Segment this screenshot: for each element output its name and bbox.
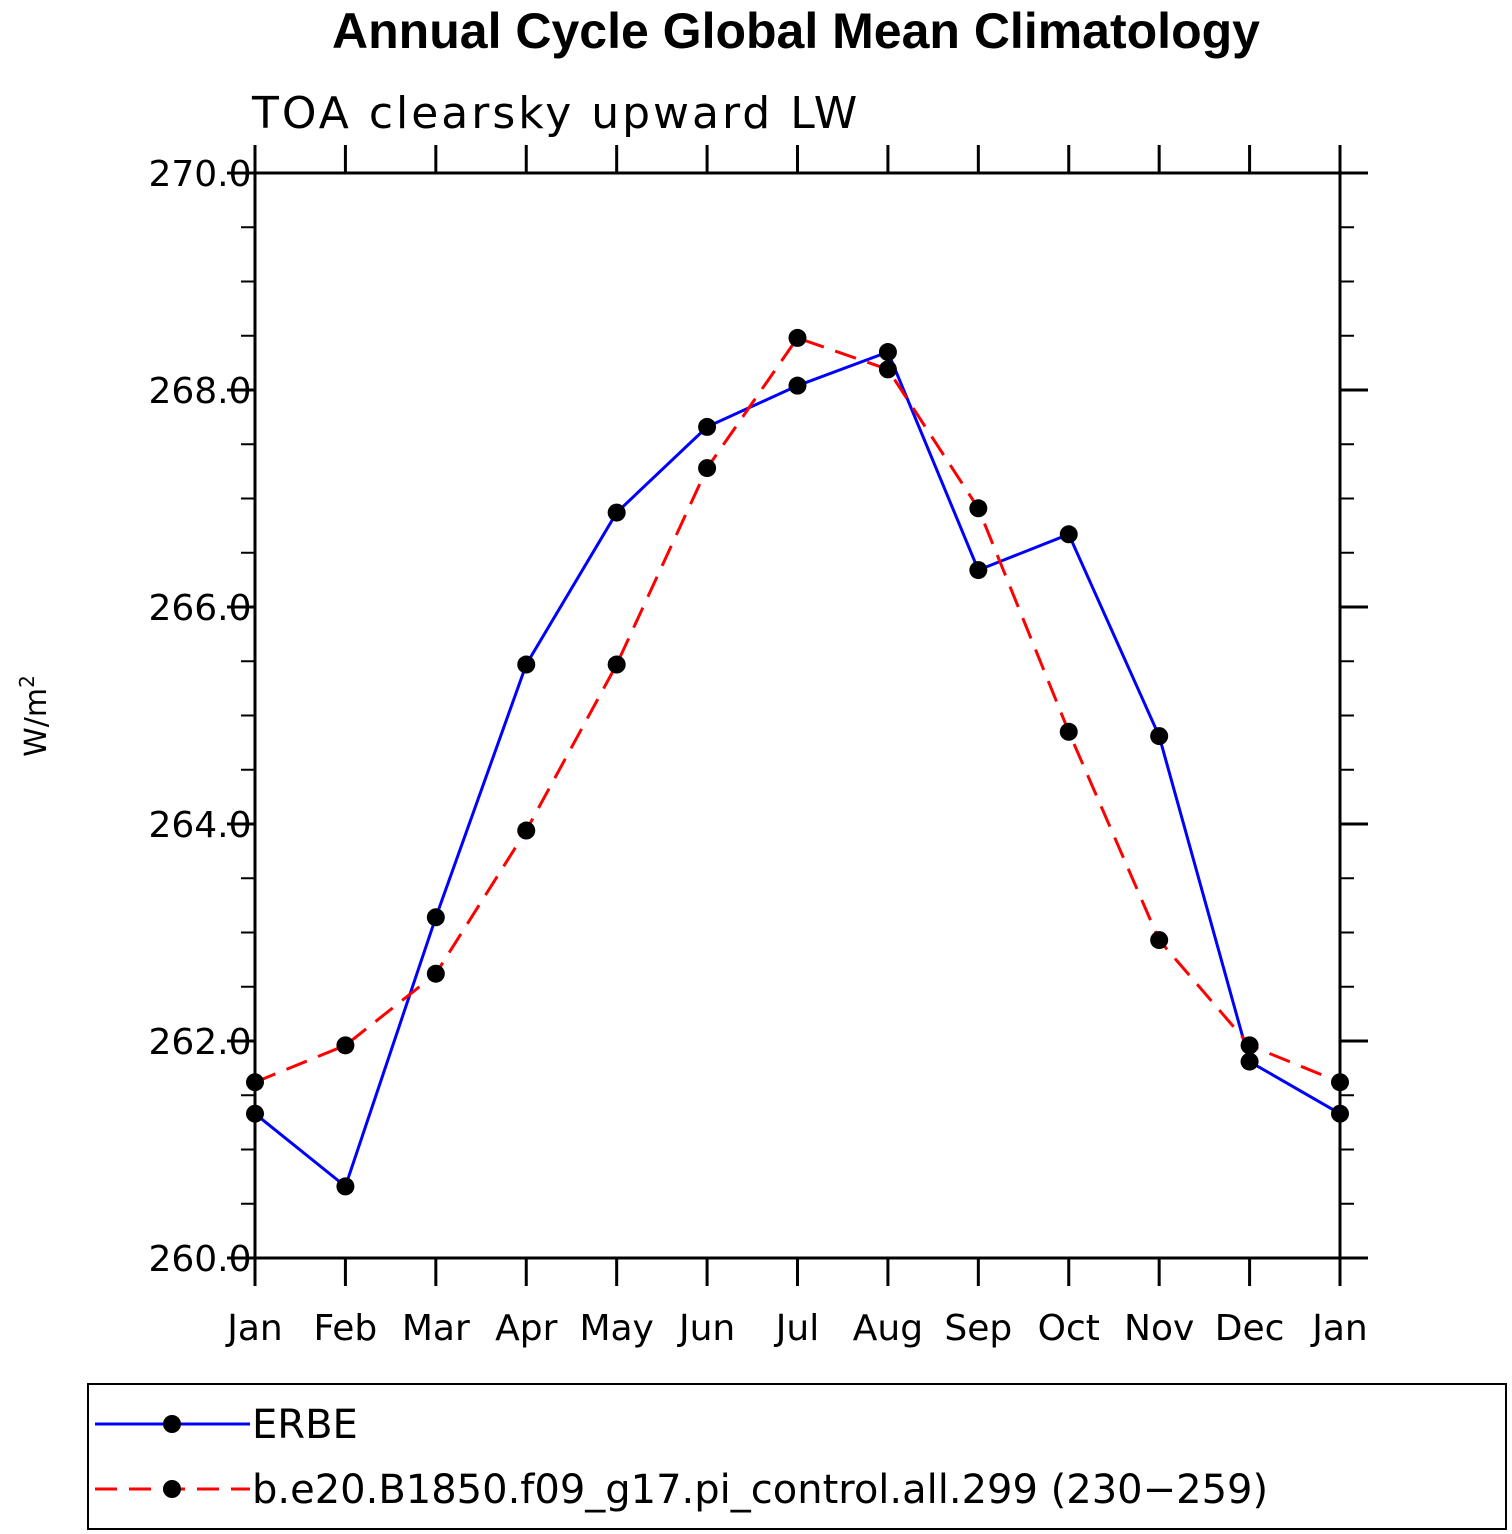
chart-title: Annual Cycle Global Mean Climatology [332, 3, 1260, 59]
legend-box [87, 1383, 1507, 1530]
data-point [336, 1177, 355, 1196]
svg-text:W/m2: W/m2 [15, 675, 54, 757]
y-tick-label: 264.0 [148, 805, 251, 846]
data-point [517, 655, 536, 674]
x-tick-label: Apr [495, 1308, 557, 1349]
data-point [1240, 1052, 1259, 1071]
x-tick-label: Aug [853, 1308, 923, 1349]
x-tick-label: Mar [402, 1308, 470, 1349]
data-point [246, 1073, 264, 1092]
y-tick-label: 268.0 [148, 371, 251, 412]
y-tick-label: 266.0 [148, 588, 251, 629]
x-tick-label: Nov [1124, 1308, 1194, 1349]
legend-label-1: b.e20.B1850.f09_g17.pi_control.all.299 (… [252, 1467, 1268, 1513]
legend-marker-0 [163, 1415, 181, 1433]
y-axis-label-text: W/m [19, 688, 54, 757]
chart-subtitle: TOA clearsky upward LW [251, 88, 860, 139]
data-point [969, 561, 988, 580]
data-point [607, 655, 626, 674]
y-tick-label: 260.0 [148, 1239, 251, 1280]
y-axis-label-superscript: 2 [15, 675, 39, 688]
legend: ERBE b.e20.B1850.f09_g17.pi_control.all.2… [87, 1383, 1507, 1530]
data-point [426, 964, 445, 983]
data-point [1331, 1104, 1349, 1123]
x-tick-label: Dec [1215, 1308, 1285, 1349]
data-point [698, 417, 717, 436]
data-point [788, 328, 807, 347]
x-tick-label: Oct [1038, 1308, 1100, 1349]
y-axis-label: W/m2 [15, 675, 54, 757]
series-line-0 [254, 350, 1341, 1189]
series-layer [246, 328, 1349, 1196]
data-point [1150, 931, 1169, 950]
data-point [788, 376, 807, 395]
axes: 260.0 262.0 264.0 266.0 268.0 270.0 Jan Feb Mar A… [148, 145, 1368, 1349]
data-point [1240, 1036, 1259, 1055]
data-point [878, 360, 897, 379]
data-point [336, 1036, 355, 1055]
data-point [698, 459, 717, 478]
data-point [1150, 727, 1169, 746]
data-point [1059, 525, 1078, 544]
data-point [246, 1104, 264, 1123]
x-tick-label: Sep [944, 1308, 1012, 1349]
legend-label-0: ERBE [252, 1402, 358, 1448]
x-tick-label: Jun [677, 1308, 735, 1349]
data-point [969, 499, 988, 518]
x-tick-label: Jan [1310, 1308, 1368, 1349]
legend-marker-1 [163, 1480, 181, 1498]
x-tick-label: Feb [314, 1308, 378, 1349]
y-tick-label: 262.0 [148, 1022, 251, 1063]
y-tick-label: 270.0 [148, 154, 251, 195]
data-point [1059, 722, 1078, 741]
data-point [1331, 1073, 1349, 1092]
data-point [607, 503, 626, 522]
data-point [878, 343, 897, 362]
x-tick-label: Jan [225, 1308, 283, 1349]
x-tick-label: May [579, 1308, 653, 1349]
data-point [517, 821, 536, 840]
data-point [426, 908, 445, 927]
x-tick-label: Jul [774, 1308, 819, 1349]
